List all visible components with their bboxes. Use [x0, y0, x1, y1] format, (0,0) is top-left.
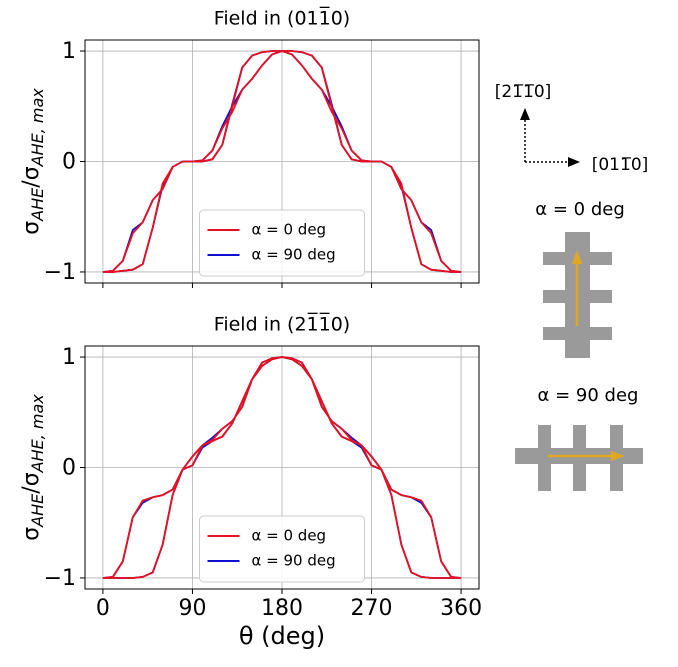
x-tick-label: 360: [440, 596, 482, 621]
y-axis-label-part: AHE, max: [28, 394, 47, 474]
y-tick-label: 0: [62, 150, 76, 175]
arrowhead: [568, 157, 580, 167]
y-axis-label: σAHE/σAHE, max: [19, 88, 47, 235]
y-tick-label: 0: [62, 456, 76, 481]
y-tick-label: 1: [62, 39, 76, 64]
legend-label: α = 0 deg: [252, 527, 327, 545]
y-tick-label: 1: [62, 345, 76, 370]
chart-title: Field in (21̅1̅0): [214, 311, 350, 335]
chart-title: Field in (011̅0): [214, 5, 350, 29]
legend-label: α = 90 deg: [252, 552, 336, 570]
legend-label: α = 90 deg: [252, 246, 336, 264]
y-tick-label: −1: [44, 260, 76, 285]
y-axis-label-part: σ: [19, 527, 44, 541]
series-line: [102, 356, 462, 579]
side-panel: [21̅1̅0] [011̅0] α = 0 deg α = 90 deg: [495, 82, 649, 491]
alpha-label: α = 90 deg: [538, 385, 639, 406]
arrowhead: [611, 451, 625, 461]
y-axis-label: σAHE/σAHE, max: [19, 394, 47, 541]
y-axis-label-part: AHE, max: [28, 88, 47, 168]
x-axis-label: θ (deg): [239, 622, 325, 650]
arrowhead: [572, 250, 582, 264]
y-axis-label-part: AHE: [28, 187, 47, 222]
y-axis-label-part: AHE: [28, 493, 47, 528]
x-tick-label: 90: [178, 596, 206, 621]
axis-label-right: [011̅0]: [592, 155, 649, 175]
arrowhead: [520, 108, 530, 120]
x-tick-label: 180: [261, 596, 303, 621]
y-axis-label-part: σ: [19, 221, 44, 235]
legend-label: α = 0 deg: [252, 221, 327, 239]
plot-frame: [84, 345, 480, 590]
y-axis-label-part: /σ: [19, 472, 44, 493]
alpha-label: α = 0 deg: [535, 199, 625, 220]
legend-box: [199, 209, 365, 277]
legend-box: [199, 515, 365, 583]
y-tick-label: −1: [44, 566, 76, 591]
y-axis-label-part: /σ: [19, 166, 44, 187]
device-horizontal: [515, 425, 643, 491]
x-tick-label: 270: [351, 596, 393, 621]
plot-frame: [84, 39, 480, 284]
axis-label-up: [21̅1̅0]: [495, 82, 552, 102]
series-line: [102, 50, 462, 273]
x-tick-label: 0: [96, 596, 110, 621]
